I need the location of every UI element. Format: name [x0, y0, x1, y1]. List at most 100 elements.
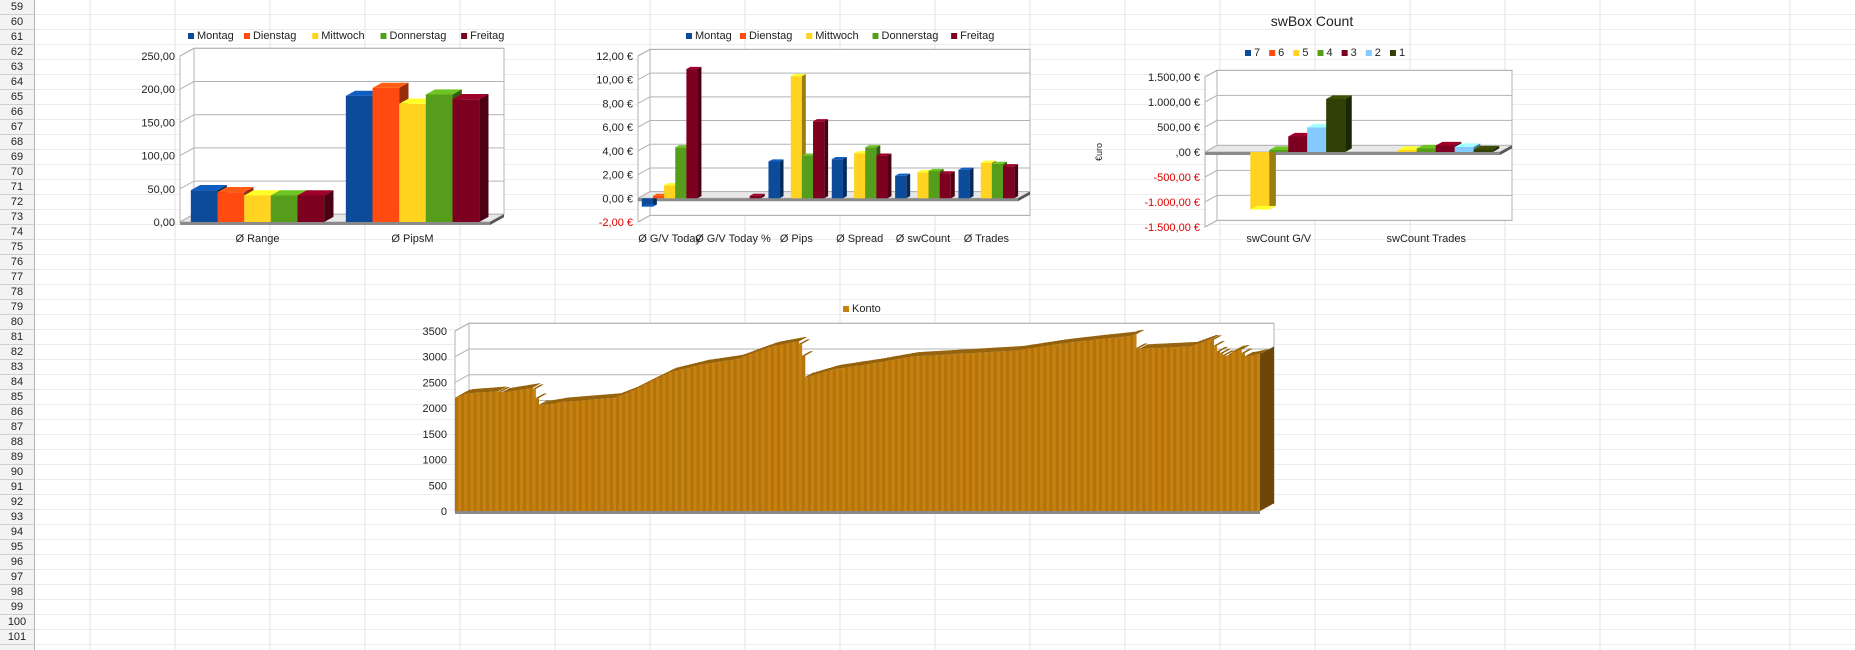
- chart-gv-stats[interactable]: -2,00 € 0,00 € 2,00 € 4,00 € 6,00 € 8,00 € 10,…: [580, 12, 1050, 267]
- row-number[interactable]: 100: [0, 615, 34, 630]
- row-number[interactable]: 81: [0, 330, 34, 345]
- konto-bar-top: [492, 386, 504, 392]
- x-tick-label: swCount G/V: [1246, 233, 1311, 245]
- konto-bar: [968, 353, 973, 511]
- konto-bar: [832, 369, 837, 511]
- row-number[interactable]: 99: [0, 600, 34, 615]
- konto-bar-top: [931, 350, 944, 356]
- chart-range-pips[interactable]: 0,00 50,00 100,00 150,00 200,00 250,00 Ø Range…: [110, 12, 550, 267]
- bar: [1003, 164, 1019, 199]
- row-number[interactable]: 73: [0, 210, 34, 225]
- row-number[interactable]: 90: [0, 465, 34, 480]
- legend-label: 5: [1302, 47, 1308, 59]
- konto-bar: [1027, 348, 1032, 511]
- row-number[interactable]: 95: [0, 540, 34, 555]
- legend-label: Mittwoch: [321, 30, 364, 42]
- row-number[interactable]: 65: [0, 90, 34, 105]
- konto-bar: [668, 372, 673, 511]
- row-number[interactable]: 93: [0, 510, 34, 525]
- konto-bar: [1092, 339, 1097, 511]
- konto-bar: [461, 394, 465, 511]
- row-number[interactable]: 96: [0, 555, 34, 570]
- konto-bar: [1105, 338, 1109, 511]
- row-number[interactable]: 77: [0, 270, 34, 285]
- konto-bar-top: [585, 395, 597, 400]
- row-number[interactable]: 68: [0, 135, 34, 150]
- konto-bar: [1117, 337, 1122, 511]
- row-number[interactable]: 66: [0, 105, 34, 120]
- konto-bar-top: [535, 393, 547, 399]
- row-number[interactable]: 97: [0, 570, 34, 585]
- konto-bar-top: [1012, 346, 1024, 351]
- plot-area: -1.500,00 € -1.000,00 € -500,00 € ,00 € 500,…: [1144, 69, 1513, 245]
- row-number[interactable]: 98: [0, 585, 34, 600]
- row-number[interactable]: 67: [0, 120, 34, 135]
- konto-bar: [1089, 340, 1094, 511]
- legend-item: 2: [1365, 47, 1381, 59]
- row-number[interactable]: 70: [0, 165, 34, 180]
- row-number[interactable]: 69: [0, 150, 34, 165]
- row-number[interactable]: 85: [0, 390, 34, 405]
- konto-bar: [1108, 338, 1112, 511]
- row-number[interactable]: 72: [0, 195, 34, 210]
- konto-bar: [903, 357, 908, 511]
- row-number[interactable]: 60: [0, 15, 34, 30]
- bar-side: [652, 196, 657, 207]
- konto-bar: [863, 364, 868, 511]
- konto-bar: [1030, 347, 1035, 511]
- row-number[interactable]: 92: [0, 495, 34, 510]
- y-tick-label: 3000: [423, 352, 447, 364]
- konto-bar: [467, 393, 471, 511]
- row-number[interactable]: 79: [0, 300, 34, 315]
- konto-bar-top: [464, 388, 476, 394]
- konto-bar: [1037, 347, 1041, 511]
- row-number[interactable]: 101: [0, 630, 34, 645]
- floor-side: [490, 214, 504, 225]
- bar: [749, 193, 765, 199]
- konto-bar: [1052, 344, 1057, 511]
- row-number[interactable]: 84: [0, 375, 34, 390]
- y-tick-label: 0,00 €: [602, 193, 633, 205]
- row-number[interactable]: 76: [0, 255, 34, 270]
- konto-bar: [1229, 354, 1233, 511]
- konto-bar-top: [1095, 334, 1108, 340]
- row-number[interactable]: 89: [0, 450, 34, 465]
- chart-swbox-count[interactable]: -1.500,00 € -1.000,00 € -500,00 € ,00 € 500,…: [1090, 5, 1530, 270]
- konto-bar: [1256, 354, 1261, 511]
- row-number[interactable]: 88: [0, 435, 34, 450]
- konto-bar-top: [1117, 332, 1130, 338]
- konto-bar-top: [1006, 346, 1018, 352]
- row-number[interactable]: 74: [0, 225, 34, 240]
- row-number[interactable]: 59: [0, 0, 34, 15]
- row-number[interactable]: 86: [0, 405, 34, 420]
- row-number[interactable]: 83: [0, 360, 34, 375]
- gridline: [179, 81, 504, 90]
- chart-konto[interactable]: 0 500 1000 1500 2000 2500 3000 3500 Konto: [410, 295, 1310, 535]
- row-number[interactable]: 61: [0, 30, 34, 45]
- row-number[interactable]: 94: [0, 525, 34, 540]
- row-number[interactable]: 64: [0, 75, 34, 90]
- gridline: [637, 72, 1030, 81]
- konto-bar-top: [1120, 332, 1133, 337]
- row-number[interactable]: 91: [0, 480, 34, 495]
- bar-front: [749, 195, 761, 199]
- row-number[interactable]: 82: [0, 345, 34, 360]
- konto-bar-top: [956, 349, 969, 354]
- row-number[interactable]: 63: [0, 60, 34, 75]
- legend-label: Mittwoch: [815, 30, 858, 42]
- row-number[interactable]: 62: [0, 45, 34, 60]
- row-number[interactable]: 80: [0, 315, 34, 330]
- legend-item: 3: [1341, 47, 1357, 59]
- konto-bar: [749, 353, 753, 511]
- konto-bar: [1058, 343, 1063, 511]
- konto-bar: [1244, 356, 1249, 511]
- konto-bar-top: [801, 351, 814, 356]
- row-number[interactable]: 75: [0, 240, 34, 255]
- konto-bar: [965, 353, 970, 511]
- konto-bar: [612, 397, 617, 511]
- row-number[interactable]: 78: [0, 285, 34, 300]
- row-number[interactable]: 87: [0, 420, 34, 435]
- floor-edge: [638, 198, 1018, 202]
- x-tick-label: Ø Range: [235, 233, 279, 245]
- row-number[interactable]: 71: [0, 180, 34, 195]
